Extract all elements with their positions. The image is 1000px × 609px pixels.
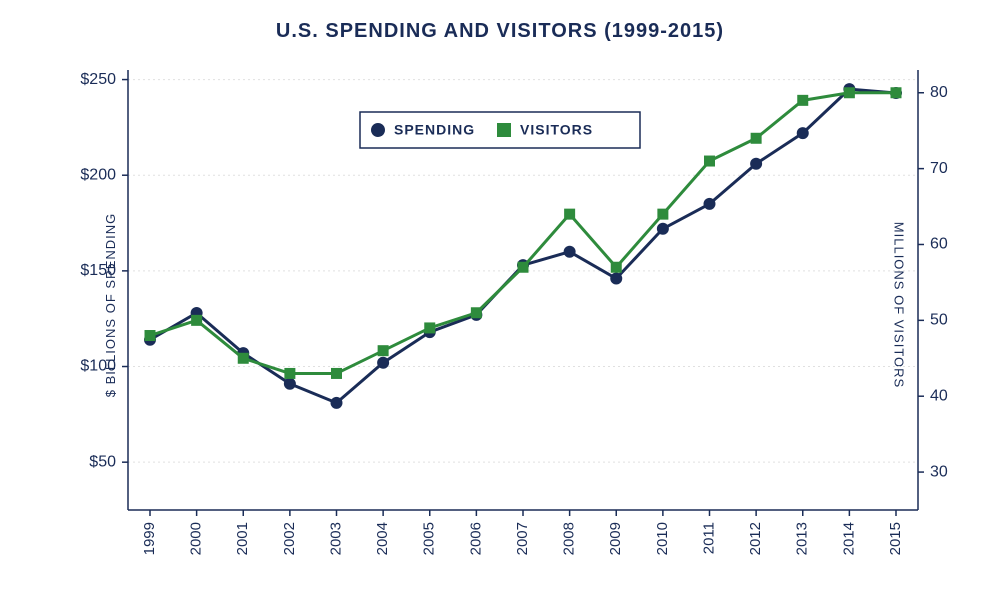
svg-text:2004: 2004 <box>374 522 391 555</box>
svg-text:40: 40 <box>930 387 948 404</box>
svg-text:2006: 2006 <box>467 522 484 555</box>
svg-text:2009: 2009 <box>607 522 624 555</box>
svg-text:2007: 2007 <box>514 522 531 555</box>
svg-text:2013: 2013 <box>794 522 811 555</box>
svg-text:$150: $150 <box>80 262 116 279</box>
svg-text:SPENDING: SPENDING <box>394 122 475 138</box>
svg-text:50: 50 <box>930 312 948 329</box>
chart-container: U.S. SPENDING AND VISITORS (1999-2015) $… <box>0 0 1000 609</box>
svg-text:2003: 2003 <box>327 522 344 555</box>
svg-text:1999: 1999 <box>141 522 158 555</box>
svg-text:$50: $50 <box>89 453 116 470</box>
svg-text:2012: 2012 <box>747 522 764 555</box>
chart-svg: $50 $100 $150 $200 $250 30 40 50 60 70 80 1999 2000 2… <box>0 0 1000 609</box>
svg-text:80: 80 <box>930 84 948 101</box>
svg-text:2000: 2000 <box>188 522 205 555</box>
svg-text:30: 30 <box>930 463 948 480</box>
svg-text:2001: 2001 <box>234 522 251 555</box>
svg-text:2011: 2011 <box>700 522 717 554</box>
svg-text:VISITORS: VISITORS <box>520 122 593 138</box>
svg-text:$200: $200 <box>80 166 116 183</box>
svg-text:2014: 2014 <box>840 522 857 555</box>
svg-text:60: 60 <box>930 236 948 253</box>
svg-text:2010: 2010 <box>654 522 671 555</box>
svg-text:2002: 2002 <box>281 522 298 555</box>
svg-text:2015: 2015 <box>887 522 904 555</box>
svg-text:$250: $250 <box>80 71 116 88</box>
svg-text:70: 70 <box>930 160 948 177</box>
svg-text:2008: 2008 <box>561 522 578 555</box>
svg-text:2005: 2005 <box>421 522 438 555</box>
svg-text:$100: $100 <box>80 358 116 375</box>
